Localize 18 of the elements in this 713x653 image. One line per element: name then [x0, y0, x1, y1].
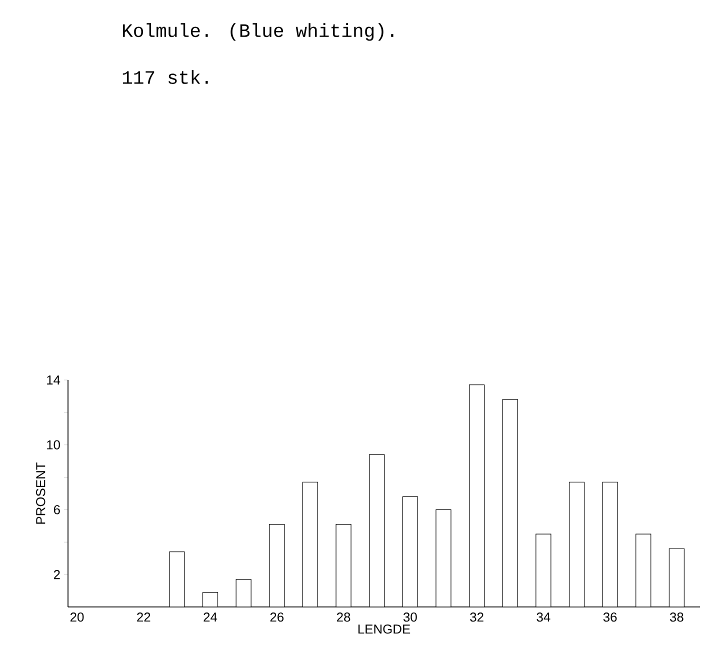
- x-tick-label: 36: [603, 612, 617, 622]
- x-tick-label: 38: [670, 612, 684, 622]
- x-tick-label: 28: [336, 612, 350, 622]
- y-tick-label: 10: [47, 440, 60, 450]
- x-axis-title: LENGDE: [358, 624, 410, 634]
- chart-subtitle: 117 stk.: [122, 70, 208, 84]
- chart-title: Kolmule. (Blue whiting).: [123, 23, 394, 41]
- y-tick-label: 14: [47, 376, 60, 384]
- x-tick-label: 30: [403, 612, 417, 622]
- y-tick-label: 2: [54, 570, 60, 580]
- y-tick-label: 6: [54, 505, 60, 514]
- x-tick-label: 32: [470, 612, 484, 622]
- x-tick-label: 34: [536, 612, 550, 622]
- x-tick-label: 24: [204, 612, 218, 622]
- x-tick-label: 20: [70, 612, 84, 622]
- y-axis-title: PROSENT: [36, 462, 46, 524]
- x-tick-label: 26: [270, 612, 284, 622]
- x-tick-label: 22: [137, 612, 150, 622]
